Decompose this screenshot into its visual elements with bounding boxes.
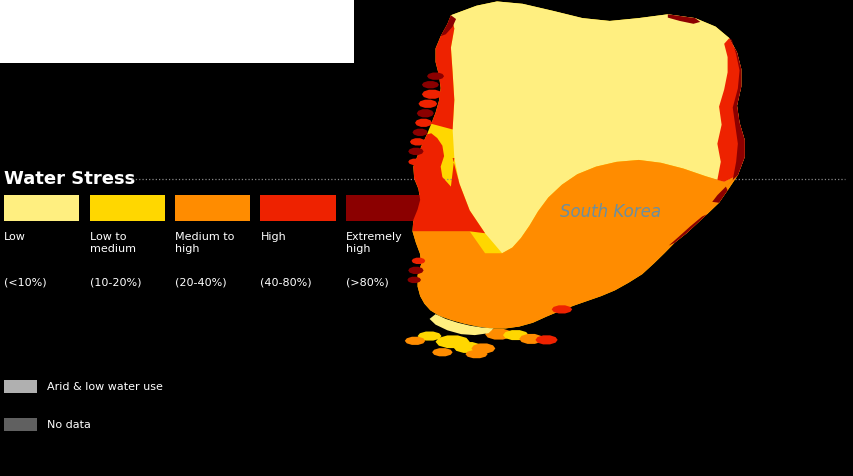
Polygon shape [535, 335, 557, 345]
Polygon shape [412, 1, 744, 328]
Text: Extremely
high: Extremely high [345, 232, 402, 254]
Text: Medium to
high: Medium to high [175, 232, 235, 254]
FancyBboxPatch shape [4, 195, 79, 221]
Polygon shape [502, 330, 528, 340]
Text: Low: Low [4, 232, 26, 242]
FancyBboxPatch shape [0, 0, 354, 63]
Polygon shape [426, 72, 444, 80]
Polygon shape [421, 89, 442, 99]
Polygon shape [485, 329, 512, 339]
Polygon shape [409, 138, 425, 146]
FancyBboxPatch shape [175, 195, 250, 221]
Polygon shape [465, 350, 487, 358]
Polygon shape [417, 331, 441, 341]
Text: Low to
medium: Low to medium [90, 232, 136, 254]
Polygon shape [440, 15, 456, 36]
Polygon shape [551, 305, 572, 314]
Polygon shape [432, 348, 452, 357]
Text: (20-40%): (20-40%) [175, 278, 226, 288]
Polygon shape [519, 334, 543, 344]
Polygon shape [416, 109, 433, 118]
Polygon shape [711, 187, 727, 203]
Text: (<10%): (<10%) [4, 278, 47, 288]
Polygon shape [412, 133, 485, 233]
Text: High: High [260, 232, 286, 242]
Polygon shape [408, 148, 423, 155]
FancyBboxPatch shape [90, 195, 165, 221]
Polygon shape [717, 38, 744, 182]
Text: South Korea: South Korea [560, 203, 660, 221]
Text: (10-20%): (10-20%) [90, 278, 141, 288]
FancyBboxPatch shape [4, 380, 37, 393]
Polygon shape [429, 314, 493, 335]
Polygon shape [431, 15, 454, 129]
Polygon shape [404, 337, 425, 345]
Polygon shape [453, 342, 482, 353]
Text: Water Stress: Water Stress [4, 169, 136, 188]
Polygon shape [667, 14, 699, 24]
FancyBboxPatch shape [345, 195, 421, 221]
Polygon shape [412, 129, 427, 136]
Text: Arid & low water use: Arid & low water use [47, 381, 163, 392]
Polygon shape [421, 81, 438, 89]
Polygon shape [564, 295, 583, 303]
Polygon shape [668, 214, 706, 246]
FancyBboxPatch shape [260, 195, 335, 221]
Polygon shape [435, 336, 469, 348]
Polygon shape [411, 258, 425, 264]
Polygon shape [450, 1, 744, 253]
Polygon shape [408, 267, 423, 274]
Polygon shape [418, 99, 437, 108]
Polygon shape [412, 160, 737, 328]
Polygon shape [408, 159, 421, 165]
Polygon shape [415, 119, 432, 127]
Polygon shape [407, 277, 421, 283]
Text: (>80%): (>80%) [345, 278, 388, 288]
Polygon shape [471, 344, 495, 353]
FancyBboxPatch shape [4, 418, 37, 431]
Text: No data: No data [47, 419, 90, 430]
Text: (40-80%): (40-80%) [260, 278, 311, 288]
Polygon shape [725, 38, 744, 187]
